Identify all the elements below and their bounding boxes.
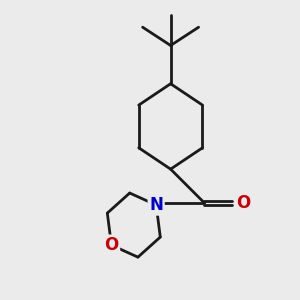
Text: N: N xyxy=(149,196,163,214)
Text: O: O xyxy=(236,194,251,212)
Text: O: O xyxy=(104,236,118,254)
